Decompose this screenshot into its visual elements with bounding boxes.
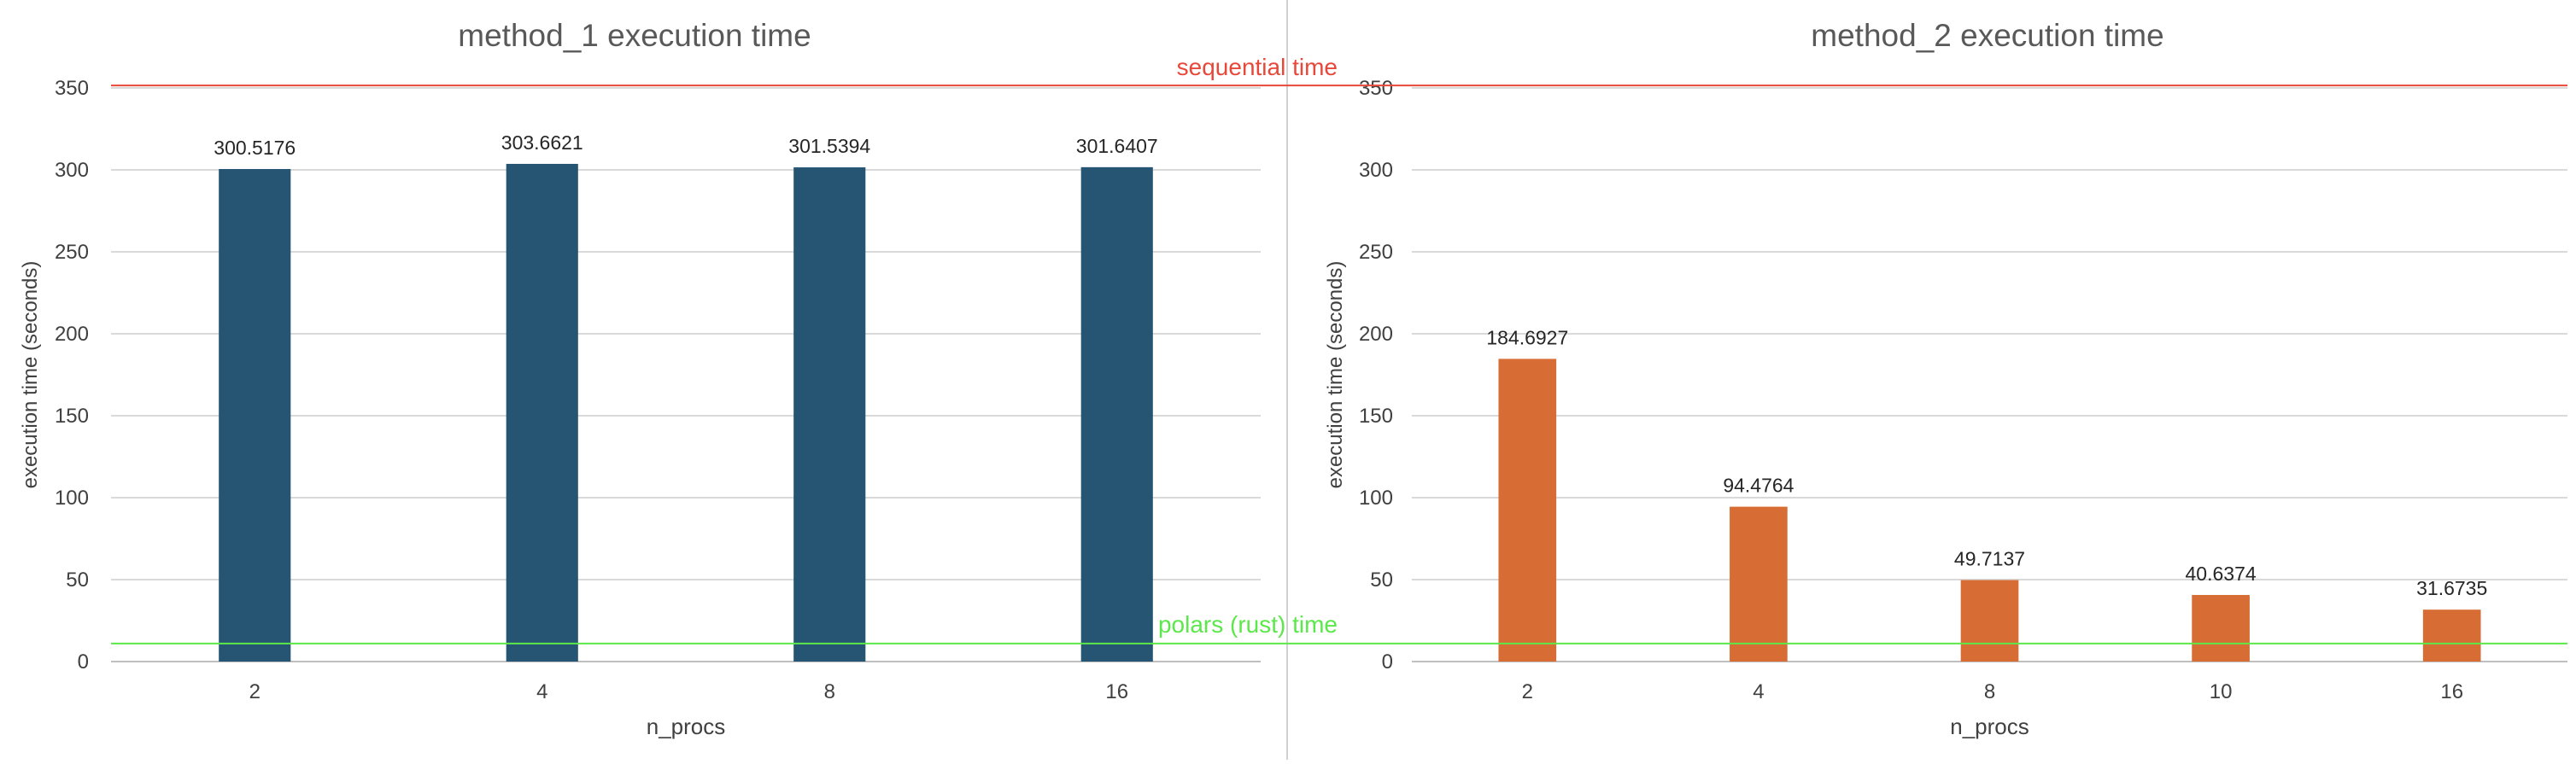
bar bbox=[1960, 580, 2019, 662]
x-tick-label: 16 bbox=[2440, 680, 2463, 703]
bar bbox=[1498, 359, 1557, 662]
x-tick-label: 2 bbox=[1522, 680, 1533, 703]
x-tick-label: 8 bbox=[1984, 680, 1995, 703]
x-axis-title: n_procs bbox=[647, 714, 726, 739]
bar bbox=[219, 169, 291, 662]
bar bbox=[793, 167, 866, 662]
y-tick-label: 150 bbox=[55, 405, 89, 428]
y-tick-label: 200 bbox=[55, 323, 89, 346]
y-tick-label: 300 bbox=[55, 159, 89, 182]
y-tick-label: 250 bbox=[55, 241, 89, 264]
y-tick-label: 150 bbox=[1359, 405, 1393, 428]
data-label: 49.7137 bbox=[1954, 548, 2025, 570]
data-label: 303.6621 bbox=[501, 131, 583, 154]
x-tick-label: 4 bbox=[536, 680, 547, 703]
y-tick-label: 350 bbox=[1359, 77, 1393, 100]
bar bbox=[2192, 594, 2250, 662]
y-tick-label: 350 bbox=[55, 77, 89, 100]
y-tick-label: 50 bbox=[66, 569, 89, 592]
bar bbox=[2422, 609, 2481, 662]
data-label: 184.6927 bbox=[1486, 326, 1568, 348]
bar bbox=[1730, 506, 1788, 662]
data-label: 300.5176 bbox=[214, 137, 296, 159]
chart-title: method_2 execution time bbox=[1811, 18, 2163, 53]
reference-line-label: polars (rust) time bbox=[1158, 611, 1338, 638]
x-tick-label: 10 bbox=[2210, 680, 2233, 703]
y-tick-label: 0 bbox=[78, 650, 89, 674]
x-tick-label: 8 bbox=[824, 680, 835, 703]
y-tick-label: 100 bbox=[1359, 487, 1393, 510]
data-label: 301.5394 bbox=[788, 135, 870, 157]
x-tick-label: 16 bbox=[1105, 680, 1128, 703]
data-label: 40.6374 bbox=[2186, 563, 2257, 585]
y-tick-label: 100 bbox=[55, 487, 89, 510]
y-axis-title: execution time (seconds) bbox=[1324, 261, 1347, 489]
y-axis-title: execution time (seconds) bbox=[19, 261, 42, 489]
bar bbox=[1080, 166, 1153, 662]
data-label: 31.6735 bbox=[2416, 577, 2487, 599]
x-axis-title: n_procs bbox=[1950, 714, 2029, 739]
y-tick-label: 250 bbox=[1359, 241, 1393, 264]
x-tick-label: 2 bbox=[249, 680, 261, 703]
y-tick-label: 200 bbox=[1359, 323, 1393, 346]
y-tick-label: 0 bbox=[1382, 650, 1393, 674]
y-tick-label: 300 bbox=[1359, 159, 1393, 182]
y-tick-label: 50 bbox=[1370, 569, 1393, 592]
chart-title: method_1 execution time bbox=[458, 18, 811, 53]
bar bbox=[506, 163, 578, 662]
reference-line-label: sequential time bbox=[1177, 54, 1338, 80]
data-label: 94.4764 bbox=[1723, 475, 1794, 497]
x-tick-label: 4 bbox=[1753, 680, 1764, 703]
data-label: 301.6407 bbox=[1076, 135, 1158, 157]
